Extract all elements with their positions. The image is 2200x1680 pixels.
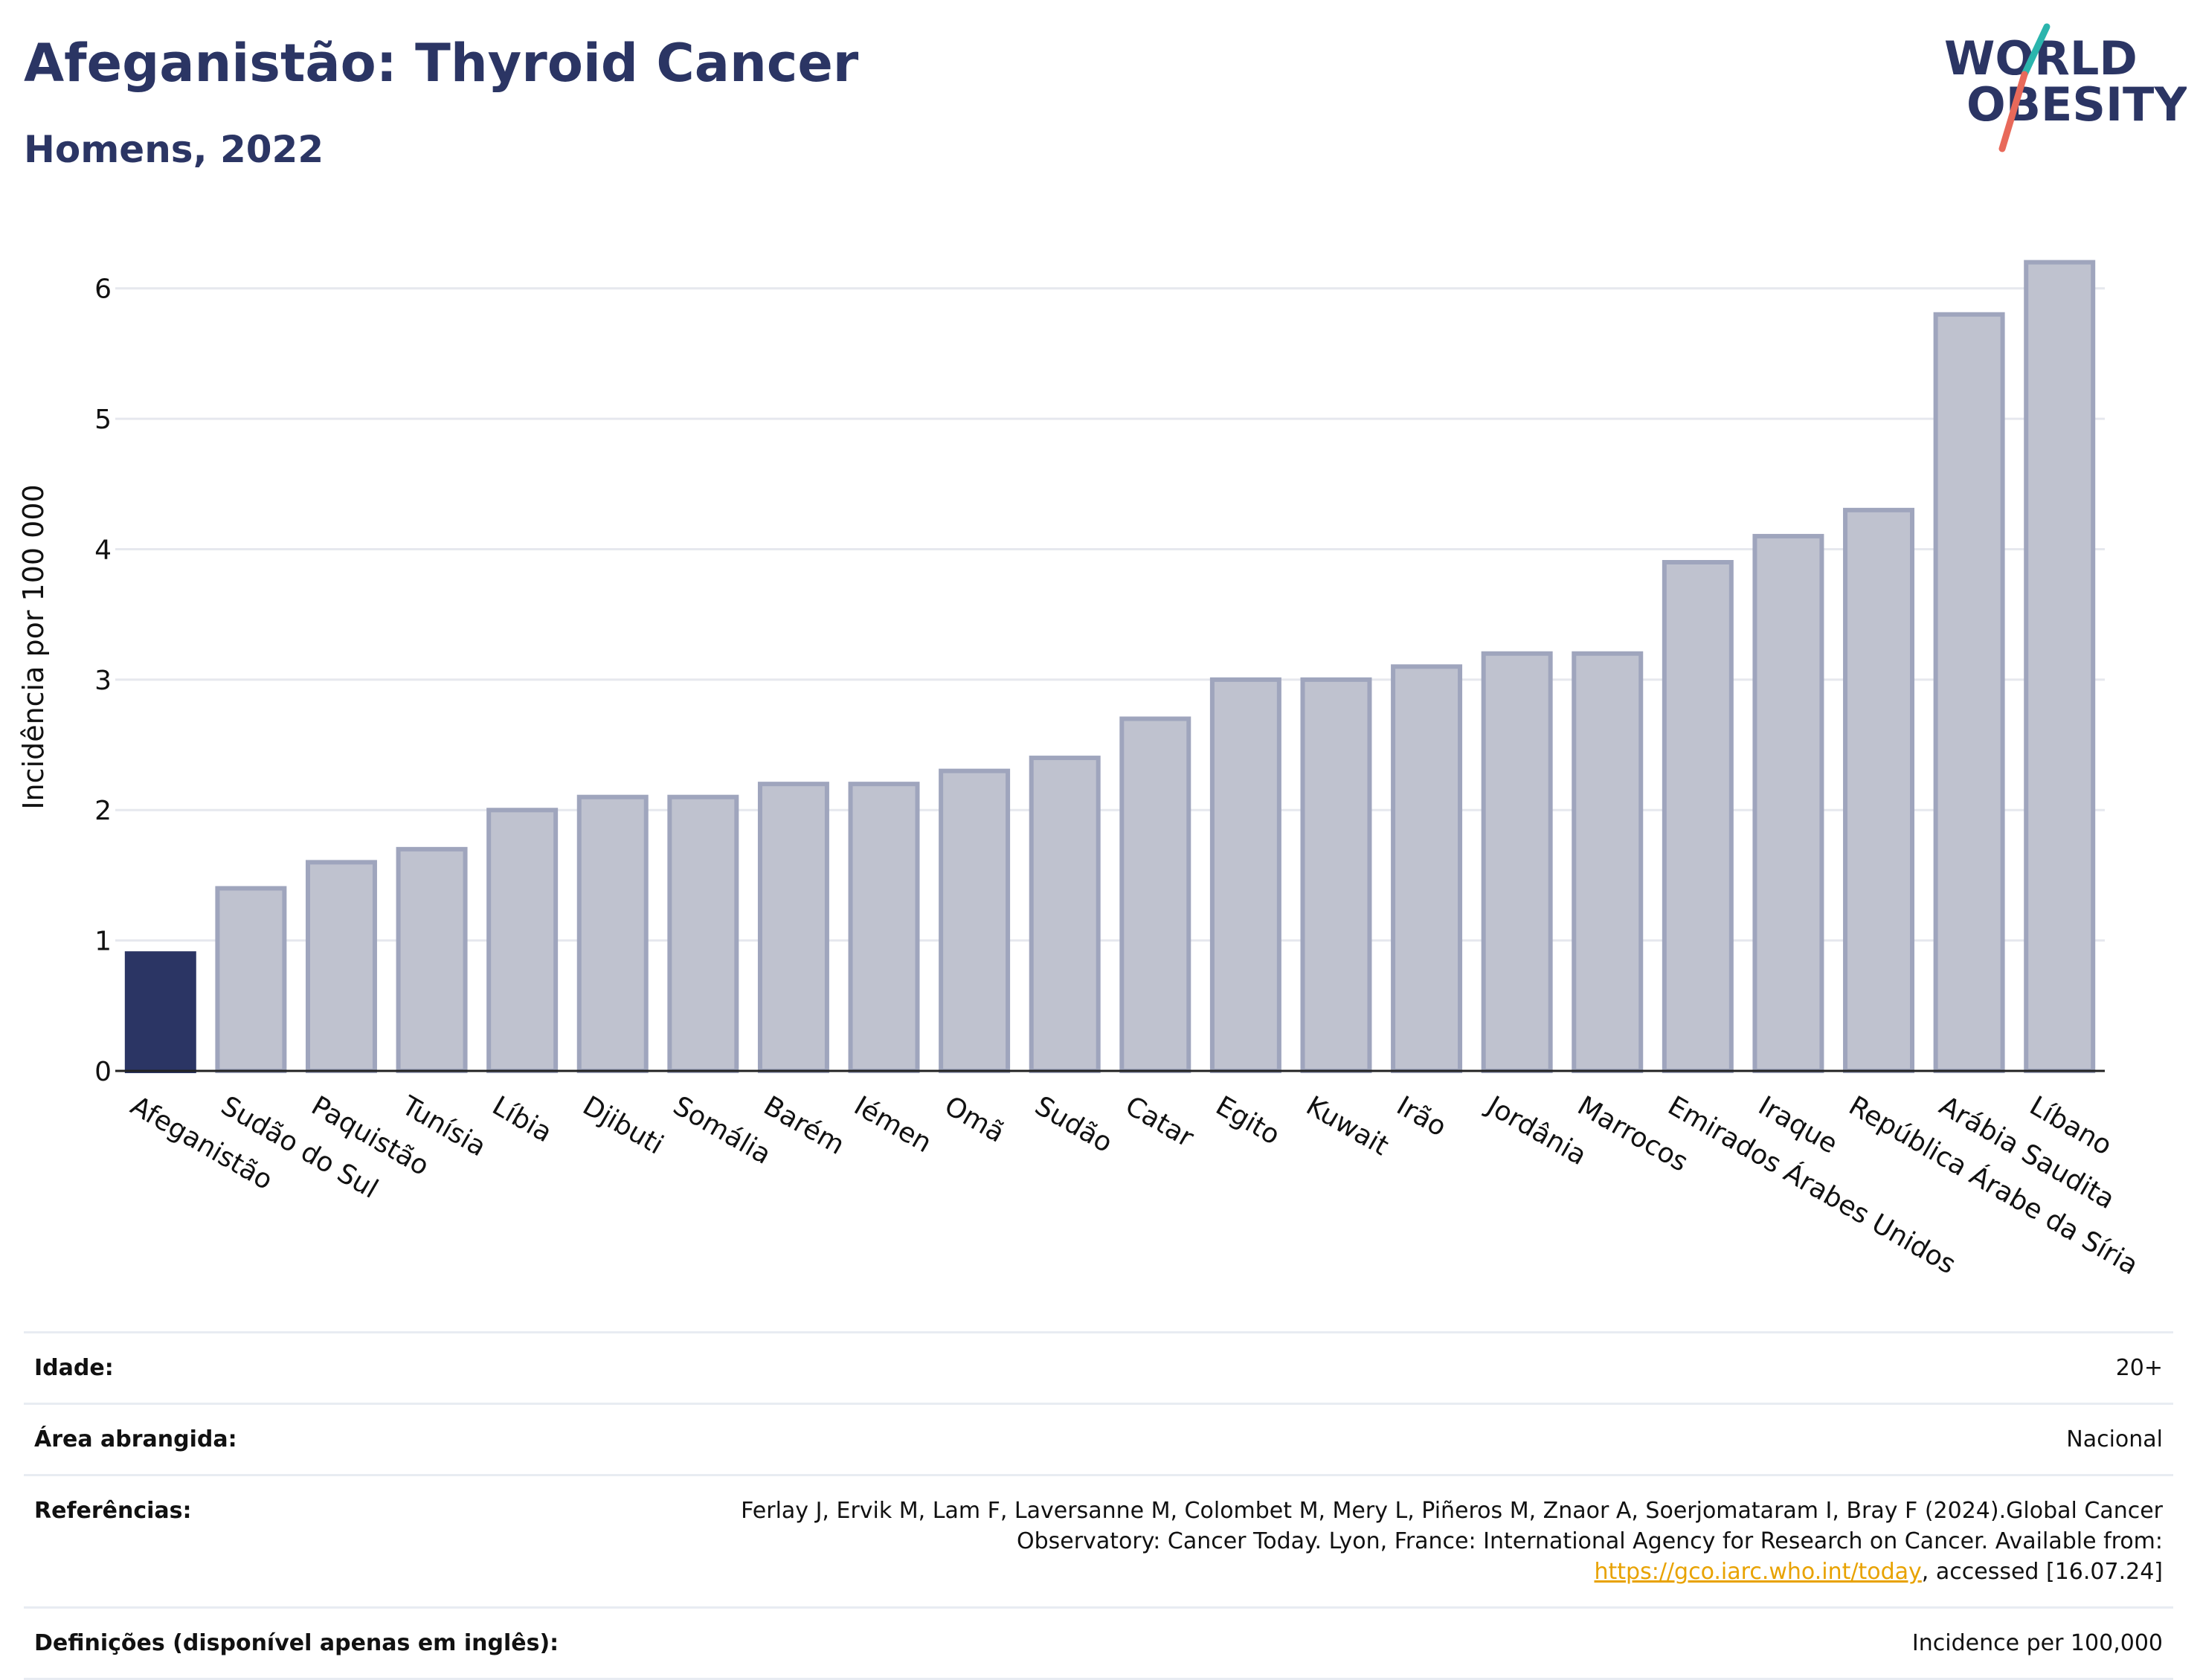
x-tick-label: Iémen (849, 1090, 936, 1159)
bar (1572, 651, 1644, 1073)
x-tick-label: Sudão (1029, 1090, 1117, 1159)
age-value: 20+ (2115, 1355, 2163, 1381)
info-row-age: Idade: 20+ (24, 1331, 2173, 1403)
x-tick-label: Catar (1120, 1090, 1199, 1153)
bars (124, 260, 2096, 1074)
bar (1662, 560, 1734, 1073)
y-tick-label: 2 (94, 796, 112, 826)
x-tick-label: Somália (668, 1090, 776, 1171)
x-tick-label: Egito (1211, 1090, 1285, 1150)
bar (757, 782, 829, 1073)
logo-line-2: OBESITY (1966, 77, 2187, 132)
area-value: Nacional (2066, 1426, 2163, 1452)
chart-subtitle: Homens, 2022 (24, 128, 324, 171)
bar (939, 768, 1011, 1073)
references-link[interactable]: https://gco.iarc.who.int/today (1594, 1559, 1922, 1585)
world-obesity-logo: WORLD OBESITY (1944, 23, 2187, 152)
bar (1119, 716, 1191, 1073)
bar (1933, 312, 2005, 1073)
bar (1752, 533, 1824, 1073)
y-tick-label: 1 (94, 927, 112, 957)
info-row-references: Referências: Ferlay J, Ervik M, Lam F, L… (24, 1474, 2173, 1606)
bar (1300, 677, 1372, 1073)
bar (305, 860, 377, 1074)
bar (576, 794, 649, 1073)
chart-title: Afeganistão: Thyroid Cancer (24, 33, 859, 94)
definitions-label: Definições (disponível apenas em inglês)… (34, 1630, 559, 1656)
y-tick-label: 0 (94, 1057, 112, 1087)
x-tick-label: Djibuti (577, 1090, 668, 1160)
x-tick-label: Jordânia (1481, 1090, 1592, 1171)
bar (667, 794, 739, 1073)
bar (848, 782, 920, 1073)
bar (1481, 651, 1553, 1073)
info-row-definitions: Definições (disponível apenas em inglês)… (24, 1606, 2173, 1680)
bar (1843, 507, 1915, 1073)
y-tick-label: 6 (94, 274, 112, 305)
y-tick-labels: 0 1 2 3 4 5 6 (94, 274, 112, 1087)
y-tick-label: 3 (94, 666, 112, 696)
y-tick-label: 5 (94, 405, 112, 435)
bar (1209, 677, 1281, 1073)
area-label: Área abrangida: (34, 1426, 237, 1452)
references-accessed: , accessed [16.07.24] (1921, 1559, 2163, 1585)
x-tick-label: Líbia (487, 1090, 557, 1148)
bar (486, 808, 559, 1073)
x-tick-label: Irão (1392, 1090, 1452, 1142)
references-text: Ferlay J, Ervik M, Lam F, Laversanne M, … (741, 1498, 2163, 1554)
bar (124, 951, 196, 1073)
x-tick-label: Omã (939, 1090, 1010, 1148)
references-value: Ferlay J, Ervik M, Lam F, Laversanne M, … (675, 1496, 2163, 1587)
definitions-value: Incidence per 100,000 (1911, 1630, 2163, 1656)
x-tick-label: Kuwait (1301, 1090, 1394, 1162)
y-axis-title: Incidência por 100 000 (17, 484, 50, 809)
info-row-area: Área abrangida: Nacional (24, 1403, 2173, 1474)
logo-slash-bottom (1998, 71, 2028, 152)
info-table: Idade: 20+ Área abrangida: Nacional Refe… (24, 1331, 2173, 1680)
y-tick-label: 4 (94, 535, 112, 565)
age-label: Idade: (34, 1355, 114, 1381)
logo-slash-top (2021, 23, 2051, 78)
bar (396, 846, 468, 1074)
bar (1391, 664, 1463, 1073)
bar (1029, 756, 1101, 1073)
bar (215, 886, 287, 1074)
bar (2024, 260, 2096, 1074)
references-label: Referências: (34, 1498, 192, 1524)
